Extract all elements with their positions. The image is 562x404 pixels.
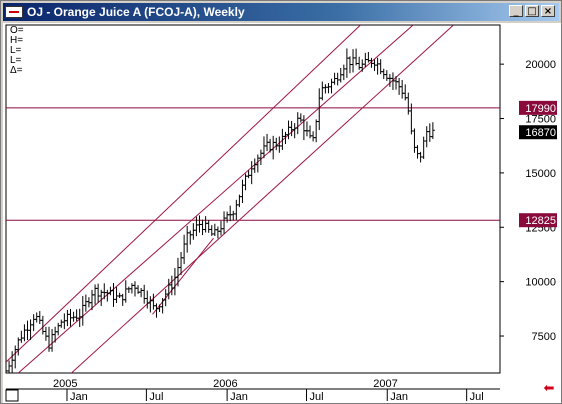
chart-app-icon <box>5 6 23 18</box>
chart-area[interactable]: 7500 10000 12500 15000 17500 20000 17990 12825 1… <box>3 23 561 403</box>
x-month-label: Jan <box>230 391 248 403</box>
x-month-label: Jul <box>310 391 324 403</box>
x-month-label: Jul <box>470 391 484 403</box>
x-year-label: 2005 <box>53 378 77 390</box>
ohlc-readout-label: Δ= <box>10 65 23 76</box>
ohlc-readout-label: L= <box>10 55 22 66</box>
minimize-button[interactable]: _ <box>509 5 523 17</box>
x-year-label: 2007 <box>373 378 397 390</box>
level-label: 17990 <box>525 103 556 115</box>
channel-line <box>70 25 454 373</box>
time-axis-handle <box>5 389 19 402</box>
ohlc-readout-label: O= <box>10 25 24 36</box>
window-title: OJ - Orange Juice A (FCOJ-A), Weekly <box>27 5 245 19</box>
x-year-label: 2006 <box>213 378 237 390</box>
level-label-box <box>519 100 557 115</box>
y-tick-label: 17500 <box>525 114 556 126</box>
ohlc-readout-label: H= <box>10 35 23 46</box>
y-tick-label: 20000 <box>525 59 556 71</box>
y-tick-label: 7500 <box>532 331 556 343</box>
channel-line <box>6 25 361 363</box>
x-month-label: Jan <box>390 391 408 403</box>
x-month-label: Jan <box>70 391 88 403</box>
ohlc-readout-label: L= <box>10 45 22 56</box>
plot-frame <box>5 24 501 374</box>
x-month-label: Jul <box>149 391 163 403</box>
last-price-box <box>519 125 557 140</box>
close-button[interactable]: × <box>541 5 555 17</box>
level-label: 12825 <box>525 215 556 227</box>
last-price-label: 16870 <box>525 127 556 139</box>
scroll-left-icon[interactable]: ⬅ <box>543 381 555 396</box>
maximize-button[interactable]: □ <box>525 5 539 17</box>
level-label-box <box>519 213 557 228</box>
y-tick-label: 15000 <box>525 168 556 180</box>
title-bar[interactable]: OJ - Orange Juice A (FCOJ-A), Weekly _ □… <box>3 3 559 21</box>
channel-line <box>17 25 414 373</box>
price-chart[interactable]: 7500100001250015000175002000017990128251… <box>3 23 561 403</box>
plot-layer <box>6 25 500 373</box>
y-tick-label: 10000 <box>525 277 556 289</box>
